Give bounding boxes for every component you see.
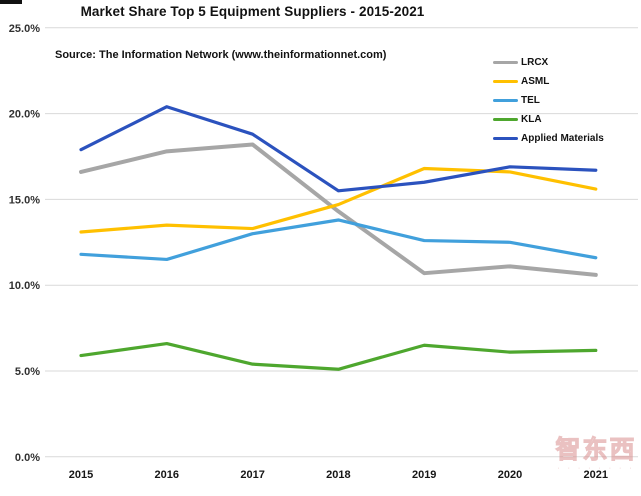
x-tick-label: 2015: [69, 469, 93, 481]
y-tick-label: 20.0%: [9, 109, 40, 121]
x-tick-label: 2020: [498, 469, 522, 481]
x-tick-label: 2019: [412, 469, 436, 481]
legend-label-applied-materials: Applied Materials: [521, 133, 604, 144]
chart-legend: LRCX ASML TEL KLA Applied Materials: [493, 53, 604, 148]
x-tick-label: 2021: [584, 469, 608, 481]
series-line-tel: [79, 218, 598, 262]
legend-item-applied-materials: Applied Materials: [493, 129, 604, 148]
y-tick-label: 25.0%: [9, 23, 40, 35]
source-note: Source: The Information Network (www.the…: [55, 49, 387, 61]
legend-item-tel: TEL: [493, 91, 604, 110]
series-line-kla: [79, 341, 598, 371]
legend-label-asml: ASML: [521, 76, 550, 87]
series-line-asml: [79, 166, 598, 234]
legend-item-kla: KLA: [493, 110, 604, 129]
series-line-lrcx: [79, 142, 598, 277]
legend-item-lrcx: LRCX: [493, 53, 604, 72]
x-tick-label: 2018: [326, 469, 350, 481]
legend-swatch-applied-materials: [493, 136, 518, 141]
legend-label-lrcx: LRCX: [521, 57, 549, 68]
y-tick-label: 15.0%: [9, 194, 40, 206]
x-tick-label: 2017: [240, 469, 264, 481]
legend-label-tel: TEL: [521, 95, 540, 106]
x-tick-label: 2016: [155, 469, 179, 481]
legend-swatch-lrcx: [493, 60, 518, 65]
legend-item-asml: ASML: [493, 72, 604, 91]
y-tick-label: 5.0%: [15, 366, 40, 378]
y-tick-label: 10.0%: [9, 280, 40, 292]
legend-swatch-tel: [493, 98, 518, 103]
legend-swatch-asml: [493, 79, 518, 84]
chart-title: Market Share Top 5 Equipment Suppliers -…: [80, 4, 425, 19]
legend-label-kla: KLA: [521, 114, 542, 125]
legend-swatch-kla: [493, 117, 518, 122]
y-tick-label: 0.0%: [15, 452, 40, 464]
series-line-applied-materials: [79, 105, 598, 193]
corner-mark: [0, 0, 22, 4]
